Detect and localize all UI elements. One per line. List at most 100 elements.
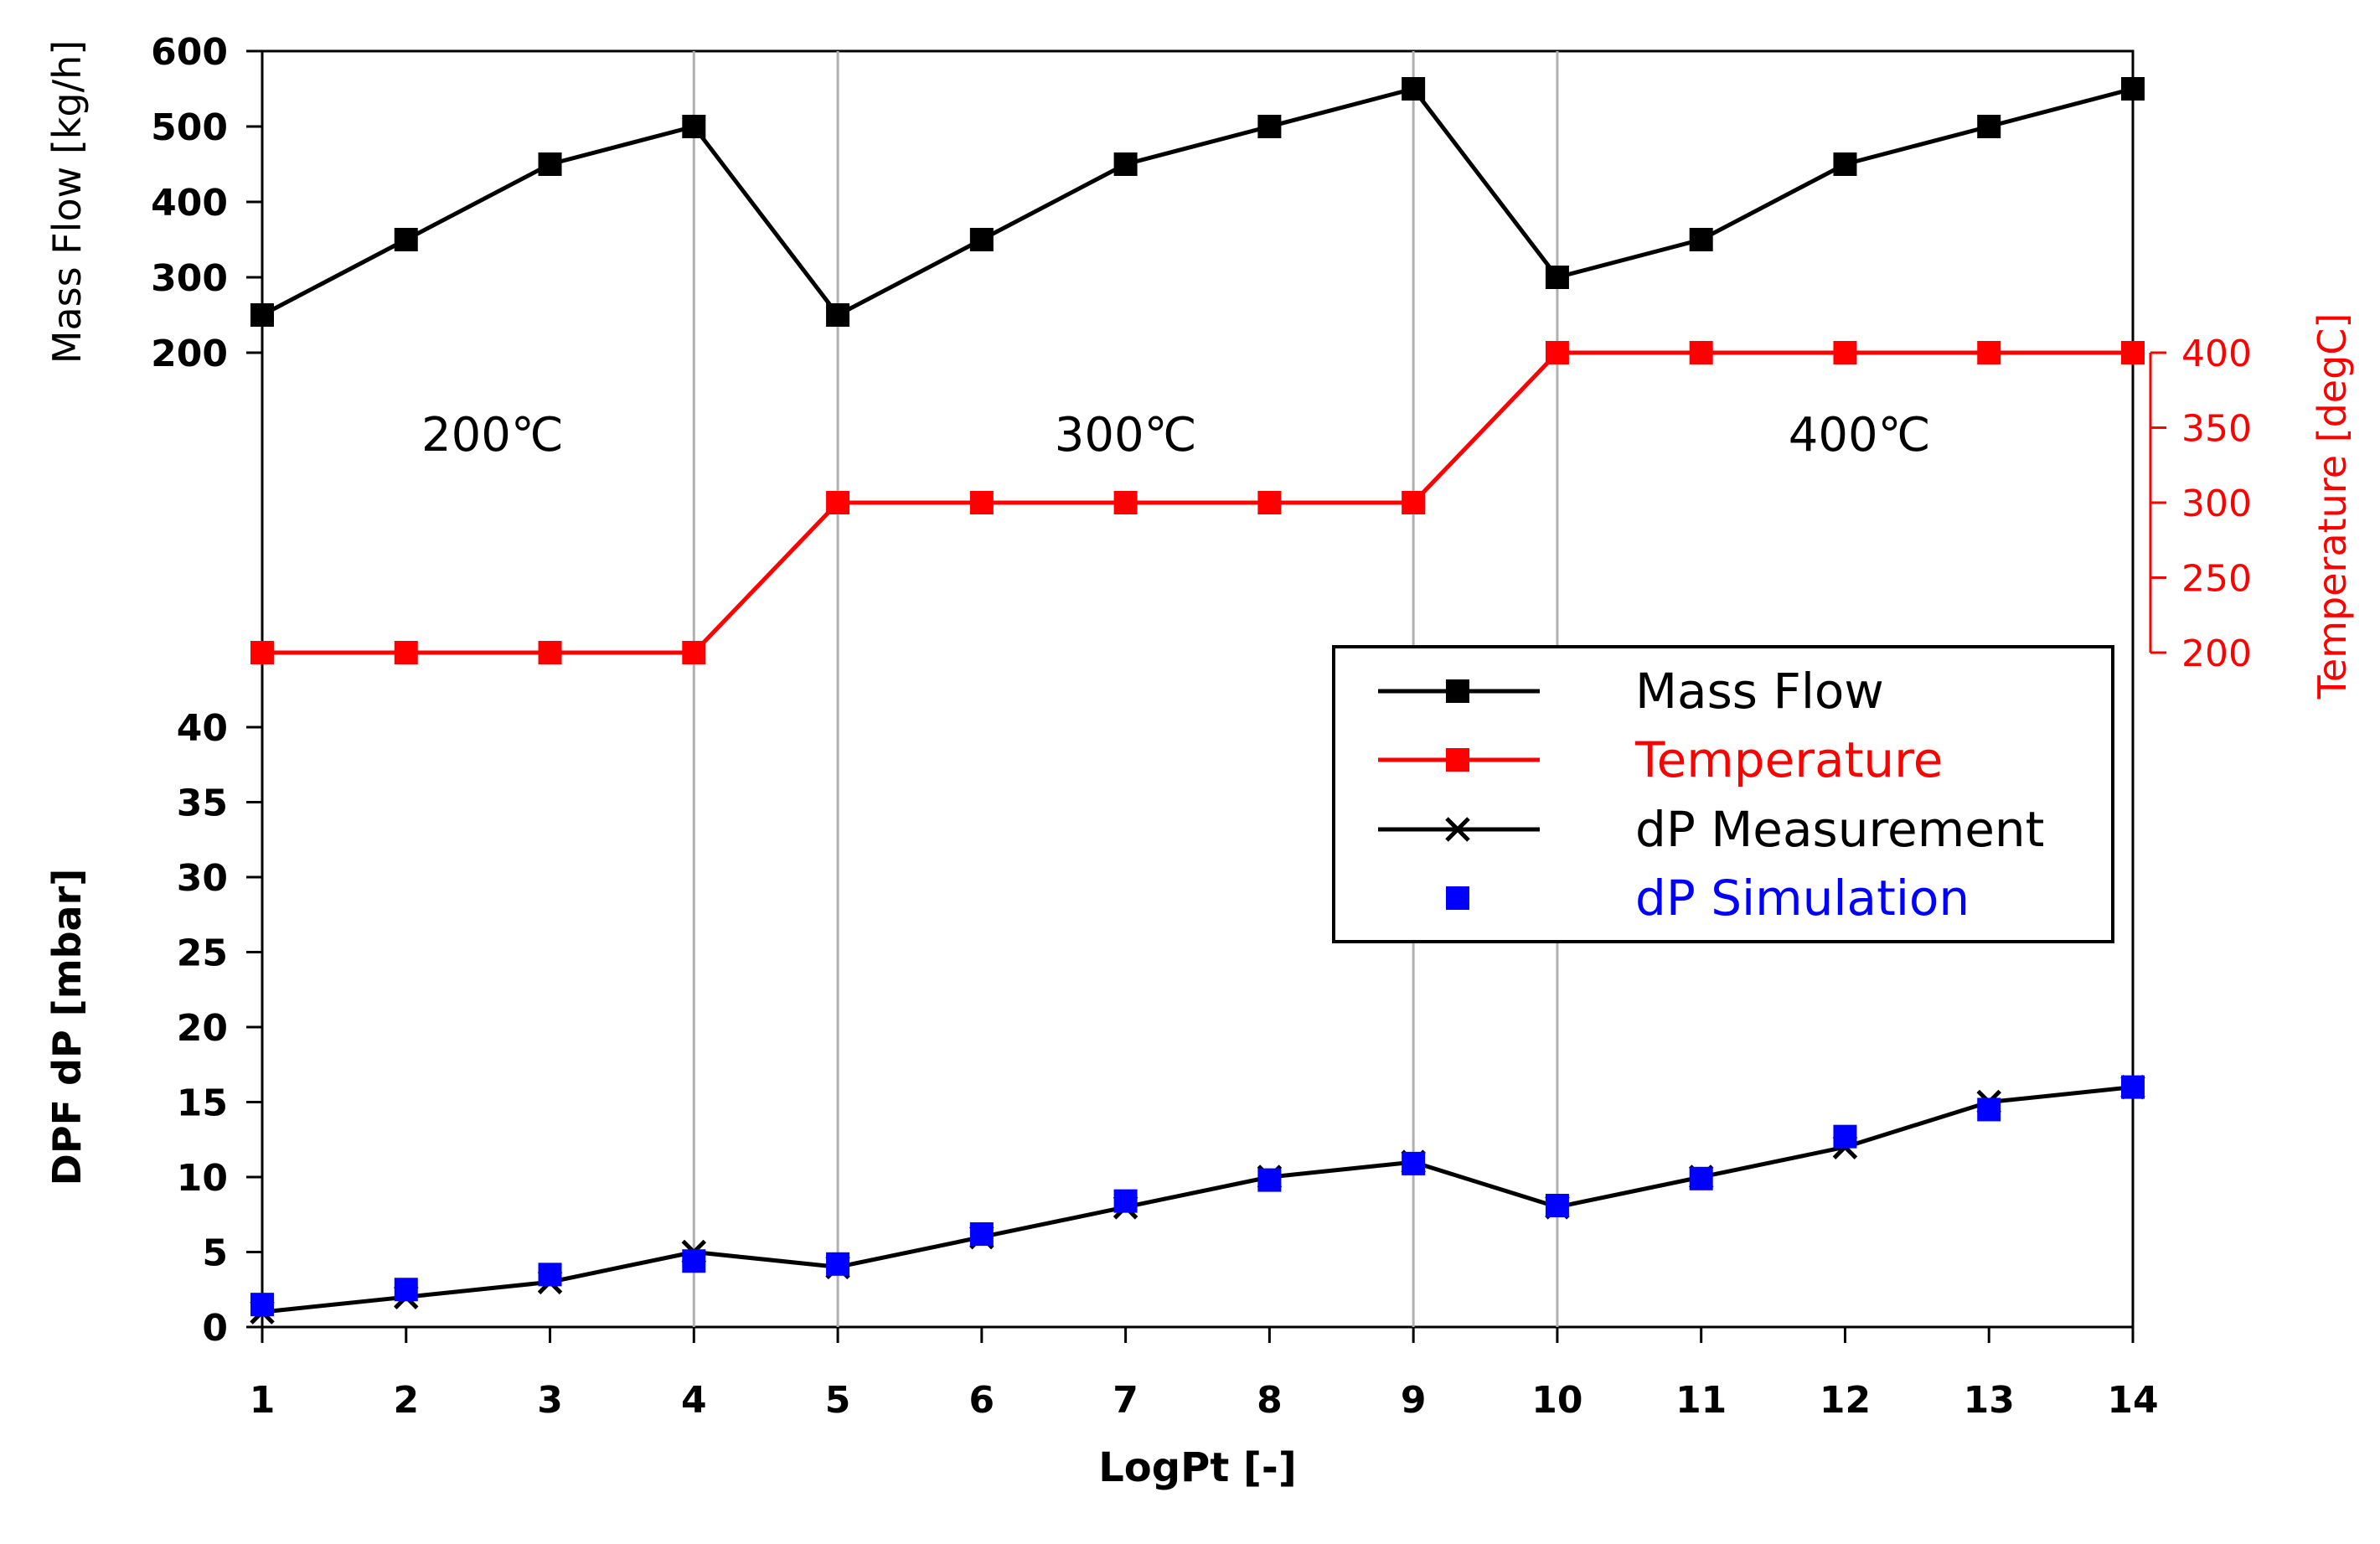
temperature-line bbox=[262, 350, 2133, 655]
region-label: 300℃ bbox=[1055, 408, 1197, 462]
mass-flow-point bbox=[2121, 77, 2145, 101]
legend-marker bbox=[1445, 817, 1470, 842]
temperature-point bbox=[538, 641, 562, 664]
dp-simulation-point bbox=[1689, 1166, 1713, 1190]
mass-flow-point bbox=[1402, 77, 1426, 101]
temperature-point bbox=[1833, 341, 1857, 364]
mass-flow-point bbox=[826, 303, 850, 327]
mass-flow-point bbox=[250, 303, 274, 327]
temperature-point bbox=[394, 641, 418, 664]
temperature-tick-label: 400 bbox=[2181, 333, 2252, 375]
mass-flow-point bbox=[1833, 152, 1857, 176]
mass-flow-point bbox=[1689, 228, 1713, 251]
mass-flow-point bbox=[969, 228, 994, 251]
dp-simulation-point bbox=[826, 1252, 850, 1276]
mass-flow-tick-label: 500 bbox=[151, 106, 228, 149]
dp-tick-label: 40 bbox=[177, 707, 228, 750]
mass-flow-point bbox=[538, 152, 562, 176]
legend: Mass Flow Temperature dP Measurement dP Sim… bbox=[1332, 645, 2114, 943]
mass-flow-tick-label: 600 bbox=[151, 31, 228, 74]
dp-tick-label: 0 bbox=[202, 1307, 228, 1350]
dp-simulation-point bbox=[250, 1293, 274, 1317]
mass-flow-tick-label: 300 bbox=[151, 257, 228, 300]
x-tick-label: 10 bbox=[1531, 1379, 1582, 1422]
temperature-point bbox=[682, 641, 706, 664]
temperature-axis-label: Temperature [degC] bbox=[2310, 313, 2355, 700]
series-layer bbox=[250, 77, 2145, 1325]
dp-simulation-point bbox=[1402, 1151, 1426, 1175]
dp-simulation-point bbox=[394, 1278, 418, 1302]
dp-tick-label: 5 bbox=[202, 1232, 228, 1275]
x-tick-label: 2 bbox=[393, 1379, 419, 1422]
x-tick-label: 6 bbox=[969, 1379, 995, 1422]
legend-label: Temperature bbox=[1634, 731, 1943, 788]
x-axis-label: LogPt [-] bbox=[1098, 1444, 1297, 1491]
x-tick-label: 1 bbox=[250, 1379, 276, 1422]
dp-simulation-point bbox=[1545, 1194, 1569, 1218]
temperature-point bbox=[1402, 491, 1426, 514]
mass-flow-point bbox=[1545, 266, 1569, 289]
dp-tick-label: 30 bbox=[177, 857, 228, 900]
temperature-point bbox=[1545, 341, 1569, 364]
temperature-point bbox=[2121, 341, 2145, 364]
legend-marker bbox=[1446, 886, 1469, 910]
legend-label: dP Simulation bbox=[1635, 870, 1970, 927]
x-tick-label: 3 bbox=[537, 1379, 563, 1422]
mass-flow-tick-label: 400 bbox=[151, 182, 228, 225]
legend-label: Mass Flow bbox=[1635, 663, 1884, 720]
dp-tick-label: 35 bbox=[177, 782, 228, 825]
mass-flow-point bbox=[1977, 115, 2001, 138]
x-tick-label: 12 bbox=[1820, 1379, 1871, 1422]
temperature-tick-label: 300 bbox=[2181, 483, 2252, 525]
x-tick-label: 9 bbox=[1401, 1379, 1427, 1422]
dp-simulation-point bbox=[1833, 1124, 1857, 1149]
dp-simulation-point bbox=[1113, 1189, 1138, 1213]
series-temperature bbox=[250, 341, 2145, 664]
temperature-point bbox=[250, 641, 274, 664]
temperature-point bbox=[1689, 341, 1713, 364]
legend-marker bbox=[1446, 748, 1469, 772]
dp-simulation-point bbox=[1977, 1097, 2001, 1122]
annotation-layer: 200℃ 300℃ 400℃ bbox=[421, 408, 1931, 462]
dp-simulation-point bbox=[1257, 1168, 1282, 1192]
mass-flow-point bbox=[1257, 115, 1282, 138]
x-tick-label: 13 bbox=[1964, 1379, 2015, 1422]
legend-label: dP Measurement bbox=[1635, 801, 2044, 858]
temperature-point bbox=[1257, 491, 1282, 514]
series-dp-simulation bbox=[250, 1075, 2145, 1317]
marker-stroke bbox=[1445, 817, 1470, 842]
mass-flow-point bbox=[1113, 152, 1138, 176]
region-label: 400℃ bbox=[1789, 408, 1931, 462]
mass-flow-axis-label: Mass Flow [kg/h] bbox=[44, 40, 90, 364]
temperature-point bbox=[826, 491, 850, 514]
temperature-point bbox=[969, 491, 994, 514]
mass-flow-line bbox=[261, 86, 2134, 318]
dp-simulation-point bbox=[969, 1222, 994, 1247]
mass-flow-point bbox=[394, 228, 418, 251]
x-tick-label: 8 bbox=[1257, 1379, 1283, 1422]
mass-flow-tick-label: 200 bbox=[151, 333, 228, 375]
temperature-tick-label: 350 bbox=[2181, 408, 2252, 451]
temperature-tick-label: 200 bbox=[2181, 633, 2252, 675]
dp-simulation-point bbox=[538, 1263, 562, 1287]
dp-simulation-point bbox=[2121, 1075, 2145, 1099]
region-label: 200℃ bbox=[421, 408, 564, 462]
dp-tick-label: 20 bbox=[177, 1007, 228, 1050]
x-tick-label: 4 bbox=[681, 1379, 707, 1422]
x-tick-label: 7 bbox=[1113, 1379, 1138, 1422]
dp-simulation-point bbox=[682, 1249, 706, 1273]
dp-tick-label: 25 bbox=[177, 932, 228, 975]
x-tick-label: 14 bbox=[2107, 1379, 2158, 1422]
temperature-tick-label: 250 bbox=[2181, 558, 2252, 601]
series-mass-flow bbox=[250, 77, 2145, 327]
dp-tick-label: 15 bbox=[177, 1082, 228, 1125]
dp-axis-label: DPF dP [mbar] bbox=[44, 869, 90, 1186]
legend-marker bbox=[1446, 679, 1469, 703]
mass-flow-point bbox=[682, 115, 706, 138]
dp-measurement-line bbox=[261, 1085, 2134, 1314]
temperature-point bbox=[1113, 491, 1138, 514]
x-tick-label: 11 bbox=[1675, 1379, 1727, 1422]
x-tick-label: 5 bbox=[825, 1379, 851, 1422]
temperature-point bbox=[1977, 341, 2001, 364]
